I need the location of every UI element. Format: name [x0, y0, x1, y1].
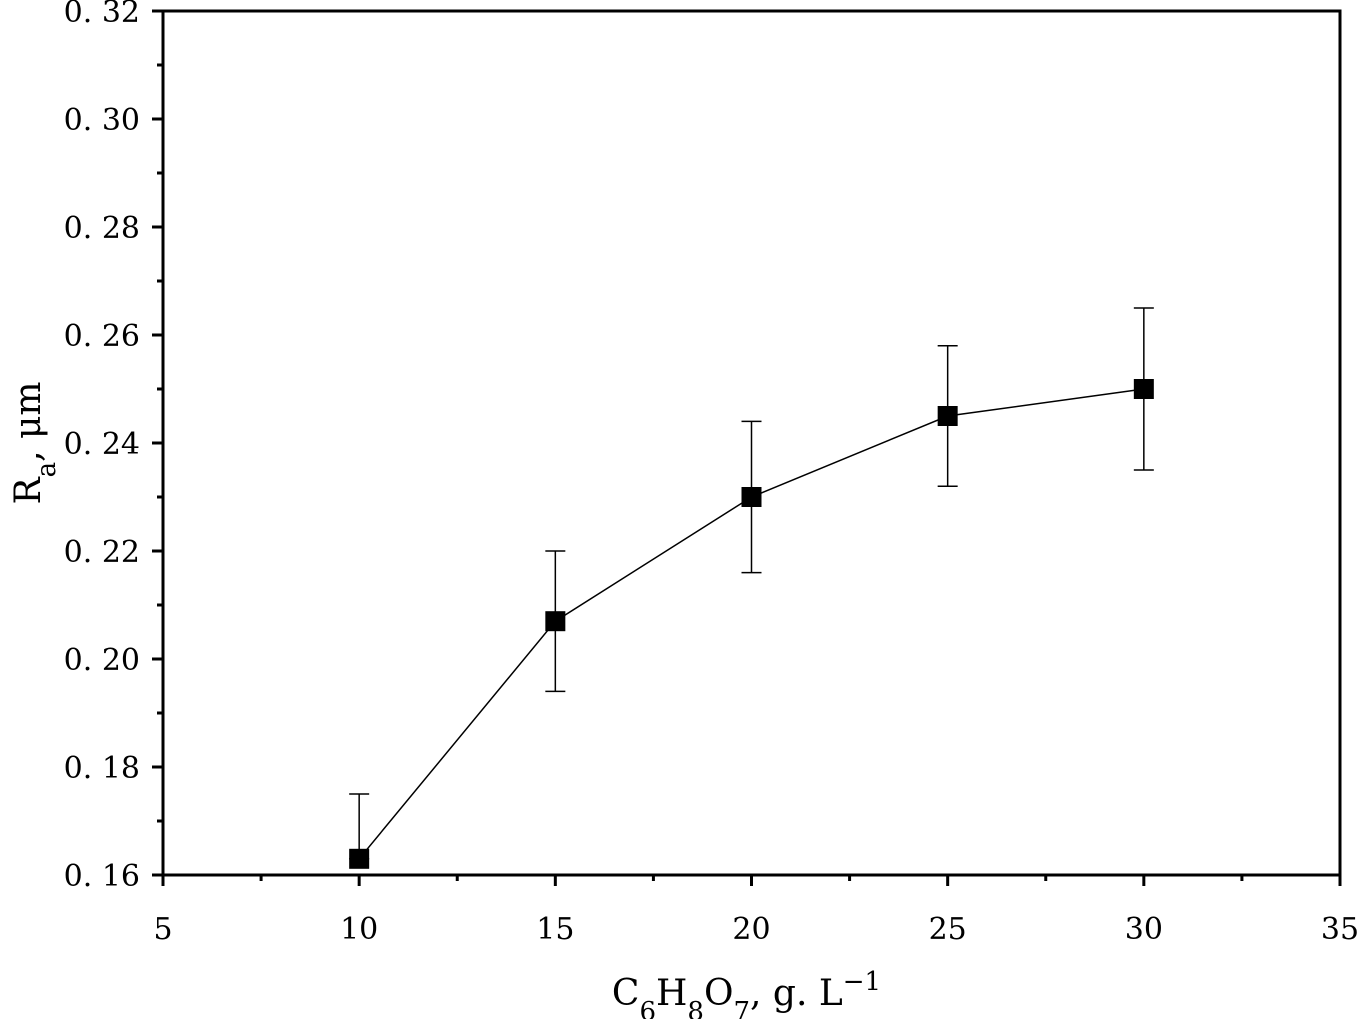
- axis-title-part: 7: [733, 997, 750, 1019]
- x-axis-title: C6H8O7, g. L−1: [612, 967, 881, 1019]
- x-tick-label: 10: [340, 912, 378, 947]
- axis-title-part: O: [704, 973, 734, 1014]
- x-axis-tick-labels: 5 10 15 20 25 30 35: [153, 912, 1358, 947]
- axis-title-part: a: [32, 462, 62, 478]
- data-markers: [349, 379, 1154, 869]
- data-point: [1133, 379, 1154, 399]
- y-axis-title: Ra, μm: [8, 381, 62, 504]
- data-point: [349, 848, 370, 869]
- y-axis-tick-labels: 0. 16 0. 18 0. 20 0. 22 0. 24 0. 26 0. 28 0. 30…: [64, 0, 140, 894]
- axis-title-part: 6: [639, 997, 656, 1019]
- axis-title-part: , μm: [8, 381, 49, 461]
- axis-title-part: H: [656, 973, 687, 1014]
- y-tick-label: 0. 16: [64, 859, 140, 894]
- axis-title-part: , g. L: [750, 973, 843, 1014]
- axis-title-part: C: [612, 973, 640, 1014]
- y-axis-ticks: [152, 9, 163, 877]
- x-tick-label: 15: [536, 912, 574, 947]
- x-tick-label: 5: [153, 912, 172, 947]
- y-tick-label: 0. 26: [64, 319, 140, 354]
- y-tick-label: 0. 24: [64, 427, 140, 462]
- axis-title-part: −1: [843, 967, 881, 997]
- y-tick-label: 0. 30: [64, 103, 140, 138]
- error-bars: [349, 307, 1154, 860]
- y-tick-label: 0. 18: [64, 751, 140, 786]
- axis-title-part: 8: [687, 997, 704, 1019]
- y-tick-label: 0. 22: [64, 535, 140, 570]
- x-tick-label: 30: [1125, 912, 1163, 947]
- y-tick-label: 0. 20: [64, 643, 140, 678]
- axis-title-part: R: [8, 477, 49, 505]
- y-tick-label: 0. 28: [64, 211, 140, 246]
- data-point: [545, 611, 566, 632]
- x-axis-ticks: [161, 875, 1342, 886]
- data-point: [741, 487, 762, 507]
- y-tick-label: 0. 32: [64, 0, 140, 30]
- data-point: [937, 406, 958, 426]
- x-tick-label: 35: [1321, 912, 1358, 947]
- x-tick-label: 20: [732, 912, 770, 947]
- x-tick-label: 25: [929, 912, 967, 947]
